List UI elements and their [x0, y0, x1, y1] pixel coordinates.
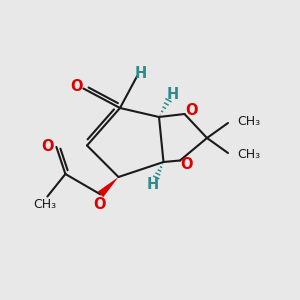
Text: O: O — [70, 79, 83, 94]
Text: H: H — [167, 87, 178, 102]
Text: H: H — [146, 177, 158, 192]
Text: O: O — [93, 197, 105, 212]
Polygon shape — [98, 177, 118, 197]
Text: CH₃: CH₃ — [33, 198, 56, 212]
Text: O: O — [180, 157, 193, 172]
Text: CH₃: CH₃ — [237, 115, 260, 128]
Text: O: O — [41, 139, 54, 154]
Text: O: O — [185, 103, 197, 118]
Text: CH₃: CH₃ — [237, 148, 260, 161]
Text: H: H — [134, 66, 146, 81]
